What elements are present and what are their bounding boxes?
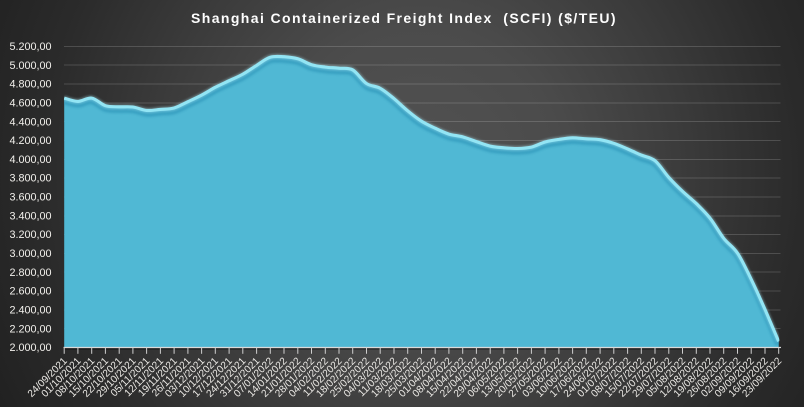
svg-text:3.600,00: 3.600,00	[9, 192, 51, 204]
svg-text:2.800,00: 2.800,00	[9, 267, 51, 279]
svg-text:3.400,00: 3.400,00	[9, 210, 51, 222]
svg-text:3.000,00: 3.000,00	[9, 248, 51, 260]
svg-text:4.600,00: 4.600,00	[9, 97, 51, 109]
svg-text:3.800,00: 3.800,00	[9, 173, 51, 185]
svg-text:2.600,00: 2.600,00	[9, 286, 51, 298]
svg-text:3.200,00: 3.200,00	[9, 229, 51, 241]
svg-text:5.000,00: 5.000,00	[9, 60, 51, 72]
svg-text:4.000,00: 4.000,00	[9, 154, 51, 166]
svg-text:4.800,00: 4.800,00	[9, 79, 51, 91]
svg-text:Shanghai Containerized Freight: Shanghai Containerized Freight Index (SC…	[191, 10, 617, 26]
svg-text:2.200,00: 2.200,00	[9, 323, 51, 335]
svg-text:4.400,00: 4.400,00	[9, 116, 51, 128]
svg-text:4.200,00: 4.200,00	[9, 135, 51, 147]
svg-text:2.400,00: 2.400,00	[9, 305, 51, 317]
svg-text:5.200,00: 5.200,00	[9, 41, 51, 53]
svg-text:2.000,00: 2.000,00	[9, 342, 51, 354]
